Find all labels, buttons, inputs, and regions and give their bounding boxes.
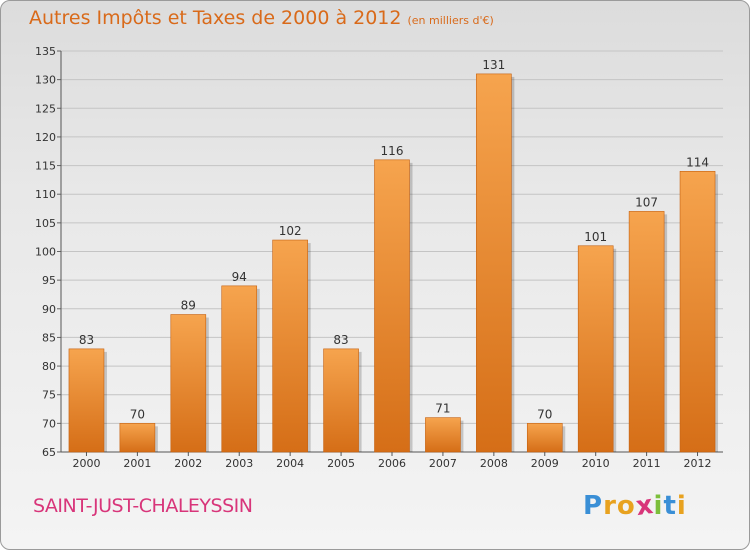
data-label: 94 [232, 270, 247, 284]
x-tick-label: 2008 [480, 457, 508, 470]
bar [323, 348, 359, 453]
data-label: 102 [279, 224, 302, 238]
y-tick-label: 130 [35, 74, 56, 87]
x-tick-labels: 2000 2001 2002 2003 2004 2005 2006 2007 2008 2009… [72, 452, 712, 470]
chart-unit: (en milliers d'€) [407, 14, 494, 27]
data-label: 71 [435, 402, 450, 416]
brand-letter: i [676, 491, 687, 521]
data-label: 89 [181, 299, 196, 313]
bar [272, 239, 308, 453]
y-tick-label: 125 [35, 102, 56, 115]
x-tick-label: 2003 [225, 457, 253, 470]
bar [425, 417, 461, 453]
bar [476, 73, 512, 453]
bar [526, 423, 563, 453]
y-tick-label: 70 [42, 417, 56, 430]
brand-letter: x [633, 489, 656, 523]
y-tick-label: 95 [42, 274, 56, 287]
data-labels: 83 70 89 94 102 83 116 71 131 70 101 107 114 [79, 58, 709, 421]
y-tick-label: 90 [42, 303, 56, 316]
x-tick-label: 2007 [429, 457, 457, 470]
y-tick-label: 65 [42, 446, 56, 459]
y-tick-label: 110 [35, 188, 56, 201]
bars [68, 73, 719, 453]
x-tick-label: 2010 [582, 457, 610, 470]
brand-letter: o [616, 491, 636, 521]
y-tick-label: 135 [35, 45, 56, 58]
data-label: 83 [79, 333, 94, 347]
data-label: 114 [686, 155, 709, 169]
y-tick-label: 85 [42, 331, 56, 344]
x-tick-label: 2012 [684, 457, 712, 470]
data-label: 107 [635, 195, 658, 209]
data-label: 116 [381, 144, 404, 158]
data-label: 83 [333, 333, 348, 347]
x-tick-label: 2002 [174, 457, 202, 470]
bar [679, 171, 716, 453]
bar [68, 348, 105, 453]
y-tick-label: 105 [35, 217, 56, 230]
y-tick-label: 115 [35, 160, 56, 173]
y-tick-label: 120 [35, 131, 56, 144]
y-tick-label: 100 [35, 246, 56, 259]
x-tick-label: 2001 [123, 457, 151, 470]
bar [628, 211, 665, 453]
data-label: 70 [537, 407, 552, 421]
y-tick-label: 80 [42, 360, 56, 373]
chart-title-text: Autres Impôts et Taxes de 2000 à 2012 [29, 7, 402, 29]
brand-letter: r [603, 491, 617, 521]
x-tick-label: 2005 [327, 457, 355, 470]
data-label: 131 [482, 58, 505, 72]
brand-letter: t [663, 491, 677, 521]
x-tick-label: 2006 [378, 457, 406, 470]
bar [119, 423, 156, 453]
chart-title: Autres Impôts et Taxes de 2000 à 2012 (en… [29, 7, 494, 29]
bar [374, 159, 410, 453]
brand-logo: Proxiti [583, 489, 687, 523]
x-tick-label: 2009 [531, 457, 559, 470]
x-tick-label: 2000 [72, 457, 100, 470]
y-tick-label: 75 [42, 389, 56, 402]
y-tick-labels: 65 70 75 80 85 90 95 100 105 110 115 120 125 130 135 [35, 45, 56, 459]
bar [221, 285, 258, 453]
data-label: 101 [584, 230, 607, 244]
bar [170, 314, 207, 453]
data-label: 70 [130, 407, 145, 421]
commune-name: SAINT-JUST-CHALEYSSIN [33, 495, 253, 517]
brand-letter: i [653, 491, 664, 521]
x-tick-label: 2011 [633, 457, 661, 470]
brand-letter: P [583, 491, 604, 521]
bar [577, 245, 614, 453]
x-tick-label: 2004 [276, 457, 304, 470]
